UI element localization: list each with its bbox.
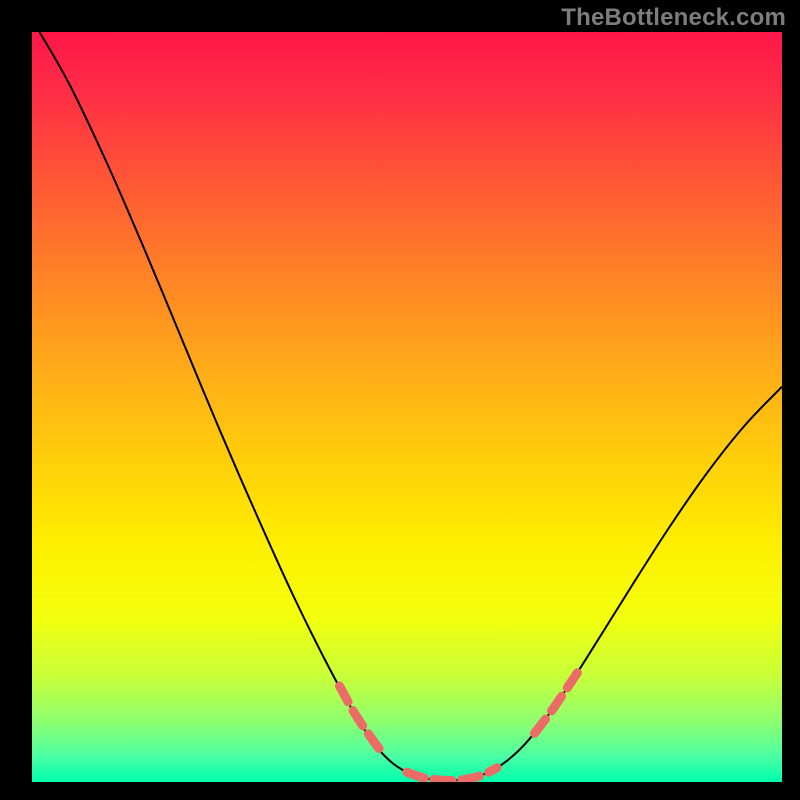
curve-layer bbox=[32, 32, 782, 782]
highlight-segment-2 bbox=[535, 670, 580, 734]
chart-container: { "canvas": { "width": 800, "height": 80… bbox=[0, 0, 800, 800]
plot-area bbox=[32, 32, 782, 782]
watermark-text: TheBottleneck.com bbox=[561, 4, 786, 32]
bottleneck-curve bbox=[40, 32, 783, 781]
highlight-segment-0 bbox=[340, 686, 385, 756]
